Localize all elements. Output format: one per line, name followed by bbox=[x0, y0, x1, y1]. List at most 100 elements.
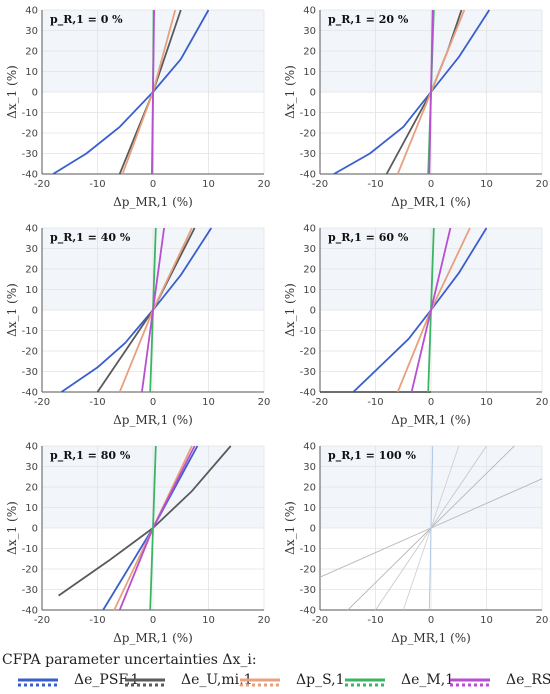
y-tick-label: 40 bbox=[303, 224, 316, 235]
series-line-2 bbox=[96, 227, 196, 393]
panel-5: -40 -30 -20 -10 0 10 20 30 40 -20 -10 0 10 20 p_R,1 = … bbox=[5, 442, 270, 646]
x-tick-label: -20 bbox=[34, 397, 50, 408]
y-axis-label: Δx_1 (%) bbox=[5, 501, 19, 555]
y-tick-label: 0 bbox=[32, 306, 38, 317]
legend-label-umi: Δe_U,mi,1 bbox=[181, 672, 253, 688]
legend-label-rsf: Δe_RSF,1 bbox=[506, 672, 550, 688]
x-tick-label: 20 bbox=[258, 615, 271, 626]
y-tick-label: 0 bbox=[32, 524, 38, 535]
y-tick-label: -10 bbox=[22, 326, 38, 337]
x-tick-label: 10 bbox=[480, 179, 493, 190]
y-tick-label: -40 bbox=[22, 388, 38, 399]
y-tick-label: -10 bbox=[22, 544, 38, 555]
y-tick-label: -40 bbox=[300, 606, 316, 617]
y-tick-label: 20 bbox=[25, 47, 38, 58]
x-tick-label: 0 bbox=[428, 397, 434, 408]
series-line-5 bbox=[149, 445, 157, 611]
panel-2: -40 -30 -20 -10 0 10 20 30 40 -20 -10 0 10 20 p_R,1 = … bbox=[283, 6, 548, 210]
series-line-5 bbox=[141, 227, 165, 393]
y-tick-label: 30 bbox=[303, 462, 316, 473]
x-tick-label: -10 bbox=[367, 179, 383, 190]
x-tick-label: 0 bbox=[150, 179, 156, 190]
y-tick-label: 0 bbox=[32, 88, 38, 99]
y-tick-label: -30 bbox=[300, 585, 316, 596]
x-tick-label: 0 bbox=[428, 179, 434, 190]
panel-1: -40 -30 -20 -10 0 10 20 30 40 -20 -10 0 10 20 p_R,1 = … bbox=[5, 6, 270, 210]
x-tick-label: 10 bbox=[480, 397, 493, 408]
x-tick-label: 10 bbox=[202, 615, 215, 626]
panel-6: -40 -30 -20 -10 0 10 20 30 40 -20 -10 0 10 20 p_R,1 = … bbox=[283, 442, 548, 646]
y-tick-label: -10 bbox=[300, 108, 316, 119]
y-tick-label: 40 bbox=[25, 224, 38, 235]
y-tick-label: -20 bbox=[22, 129, 38, 140]
y-tick-label: -40 bbox=[300, 388, 316, 399]
x-axis-label: Δp_MR,1 (%) bbox=[113, 413, 193, 427]
panel-4: -40 -30 -20 -10 0 10 20 30 40 -20 -10 0 10 20 p_R,1 = … bbox=[283, 224, 548, 428]
y-tick-label: -30 bbox=[300, 367, 316, 378]
y-tick-label: -20 bbox=[300, 565, 316, 576]
x-tick-label: 20 bbox=[536, 615, 549, 626]
x-tick-label: 20 bbox=[536, 397, 549, 408]
panel-title: p_R,1 = 0 % bbox=[50, 13, 123, 27]
x-tick-label: 20 bbox=[258, 179, 271, 190]
y-tick-label: -10 bbox=[300, 544, 316, 555]
x-tick-label: 10 bbox=[480, 615, 493, 626]
x-tick-label: -10 bbox=[89, 179, 105, 190]
y-axis-label: Δx_1 (%) bbox=[283, 501, 297, 555]
x-axis-label: Δp_MR,1 (%) bbox=[113, 195, 193, 209]
x-axis-label: Δp_MR,1 (%) bbox=[391, 631, 471, 645]
y-tick-label: 0 bbox=[310, 524, 316, 535]
series-line-1 bbox=[352, 227, 488, 393]
y-tick-label: 40 bbox=[25, 442, 38, 453]
y-tick-label: 40 bbox=[303, 442, 316, 453]
x-tick-label: 10 bbox=[202, 397, 215, 408]
y-axis-label: Δx_1 (%) bbox=[283, 65, 297, 119]
y-tick-label: 20 bbox=[303, 483, 316, 494]
series-line-5 bbox=[428, 445, 434, 611]
legend-label-m: Δe_M,1 bbox=[401, 672, 455, 688]
series-line-5 bbox=[428, 9, 434, 175]
panel-title: p_R,1 = 100 % bbox=[328, 449, 416, 463]
legend-swatch-psf bbox=[18, 678, 58, 687]
panel-title: p_R,1 = 80 % bbox=[50, 449, 131, 463]
x-tick-label: -20 bbox=[34, 615, 50, 626]
y-tick-label: 10 bbox=[25, 285, 38, 296]
x-tick-label: -20 bbox=[312, 397, 328, 408]
panel-title: p_R,1 = 40 % bbox=[50, 231, 131, 245]
y-tick-label: 30 bbox=[25, 462, 38, 473]
y-tick-label: 20 bbox=[25, 483, 38, 494]
series-line-1 bbox=[52, 9, 210, 175]
y-tick-label: -30 bbox=[22, 149, 38, 160]
y-tick-label: -30 bbox=[300, 149, 316, 160]
legend-swatch-ps bbox=[240, 678, 280, 687]
series-line-1 bbox=[333, 9, 491, 175]
y-tick-label: 30 bbox=[25, 244, 38, 255]
y-tick-label: 20 bbox=[25, 265, 38, 276]
y-tick-label: -40 bbox=[300, 170, 316, 181]
legend-swatch-rsf bbox=[450, 678, 490, 687]
y-tick-label: 10 bbox=[25, 503, 38, 514]
x-tick-label: 0 bbox=[150, 615, 156, 626]
y-tick-label: 30 bbox=[303, 244, 316, 255]
x-tick-label: 20 bbox=[258, 397, 271, 408]
x-axis-label: Δp_MR,1 (%) bbox=[113, 631, 193, 645]
y-tick-label: 30 bbox=[25, 26, 38, 37]
y-tick-label: -20 bbox=[22, 347, 38, 358]
y-tick-label: 30 bbox=[303, 26, 316, 37]
x-tick-label: -20 bbox=[312, 179, 328, 190]
x-axis-label: Δp_MR,1 (%) bbox=[391, 195, 471, 209]
y-tick-label: 10 bbox=[303, 285, 316, 296]
x-tick-label: -20 bbox=[312, 615, 328, 626]
x-tick-label: 20 bbox=[536, 179, 549, 190]
y-axis-label: Δx_1 (%) bbox=[5, 65, 19, 119]
y-tick-label: 10 bbox=[303, 67, 316, 78]
x-tick-label: 0 bbox=[150, 397, 156, 408]
x-tick-label: -10 bbox=[367, 615, 383, 626]
series-line-5 bbox=[151, 9, 155, 175]
legend-swatch-umi bbox=[125, 678, 165, 687]
y-tick-label: 20 bbox=[303, 47, 316, 58]
y-tick-label: -30 bbox=[22, 585, 38, 596]
y-tick-label: 40 bbox=[25, 6, 38, 17]
y-tick-label: -10 bbox=[300, 326, 316, 337]
